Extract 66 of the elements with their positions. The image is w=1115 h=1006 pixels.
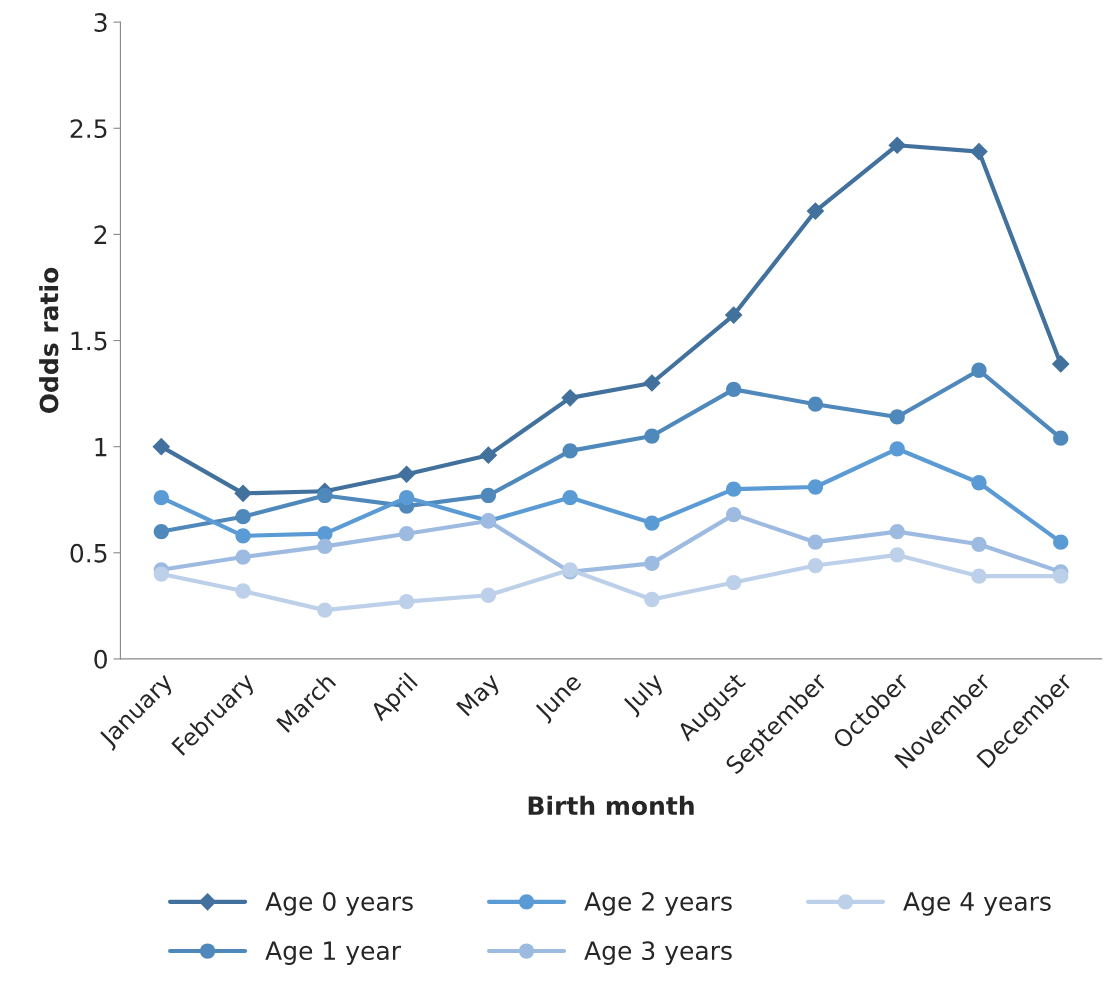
point	[807, 479, 824, 495]
point	[317, 487, 333, 504]
point	[643, 374, 661, 392]
point	[235, 509, 251, 525]
point	[644, 428, 660, 444]
point	[480, 487, 497, 504]
point	[562, 443, 578, 459]
y-tick-label: 2	[94, 225, 107, 244]
point	[561, 389, 579, 407]
point	[1053, 534, 1069, 550]
point	[398, 593, 415, 610]
point	[235, 528, 251, 544]
point	[971, 362, 987, 378]
y-tick-label: 0.5	[70, 543, 107, 563]
y-axis-title: Odds ratio	[39, 267, 59, 414]
point	[726, 574, 742, 591]
point	[1053, 430, 1069, 446]
legend-label: Age 0 years	[265, 892, 413, 916]
point	[235, 549, 251, 565]
point	[397, 465, 416, 484]
point	[235, 583, 251, 599]
point	[1051, 355, 1070, 373]
point	[807, 534, 824, 550]
y-tick-label: 1.5	[71, 331, 107, 351]
y-tick-label: 3	[94, 13, 107, 32]
point	[562, 489, 578, 506]
point	[971, 536, 987, 552]
point	[234, 484, 252, 503]
point	[317, 602, 333, 618]
x-axis-title: Birth month	[528, 795, 694, 816]
point	[807, 557, 824, 574]
point	[726, 381, 742, 397]
point	[889, 547, 905, 563]
point	[153, 523, 169, 540]
point	[807, 396, 824, 412]
point	[971, 475, 987, 491]
point	[889, 523, 905, 540]
legend-label: Age 4 years	[903, 892, 1051, 916]
point	[153, 566, 169, 582]
point	[644, 591, 660, 608]
point	[398, 489, 415, 506]
point	[724, 306, 743, 324]
point	[479, 446, 498, 464]
point	[889, 409, 905, 425]
point	[317, 538, 333, 555]
point	[317, 526, 333, 542]
y-tick-label: 0	[94, 649, 107, 669]
y-tick-label: 1	[95, 437, 107, 457]
point	[398, 526, 415, 542]
point	[726, 506, 742, 523]
point	[806, 202, 825, 220]
point	[889, 441, 905, 457]
point	[971, 568, 987, 584]
point	[152, 437, 171, 456]
legend-label: Age 1 year	[265, 941, 402, 965]
point	[153, 489, 169, 506]
point	[644, 555, 660, 572]
y-tick-label: 2.5	[70, 119, 107, 139]
point	[726, 481, 742, 497]
point	[644, 515, 660, 531]
legend-label: Age 2 years	[584, 892, 732, 916]
point	[1053, 568, 1069, 584]
point	[888, 136, 907, 155]
point	[480, 587, 497, 603]
point	[970, 142, 988, 161]
legend-label: Age 3 years	[584, 941, 732, 965]
